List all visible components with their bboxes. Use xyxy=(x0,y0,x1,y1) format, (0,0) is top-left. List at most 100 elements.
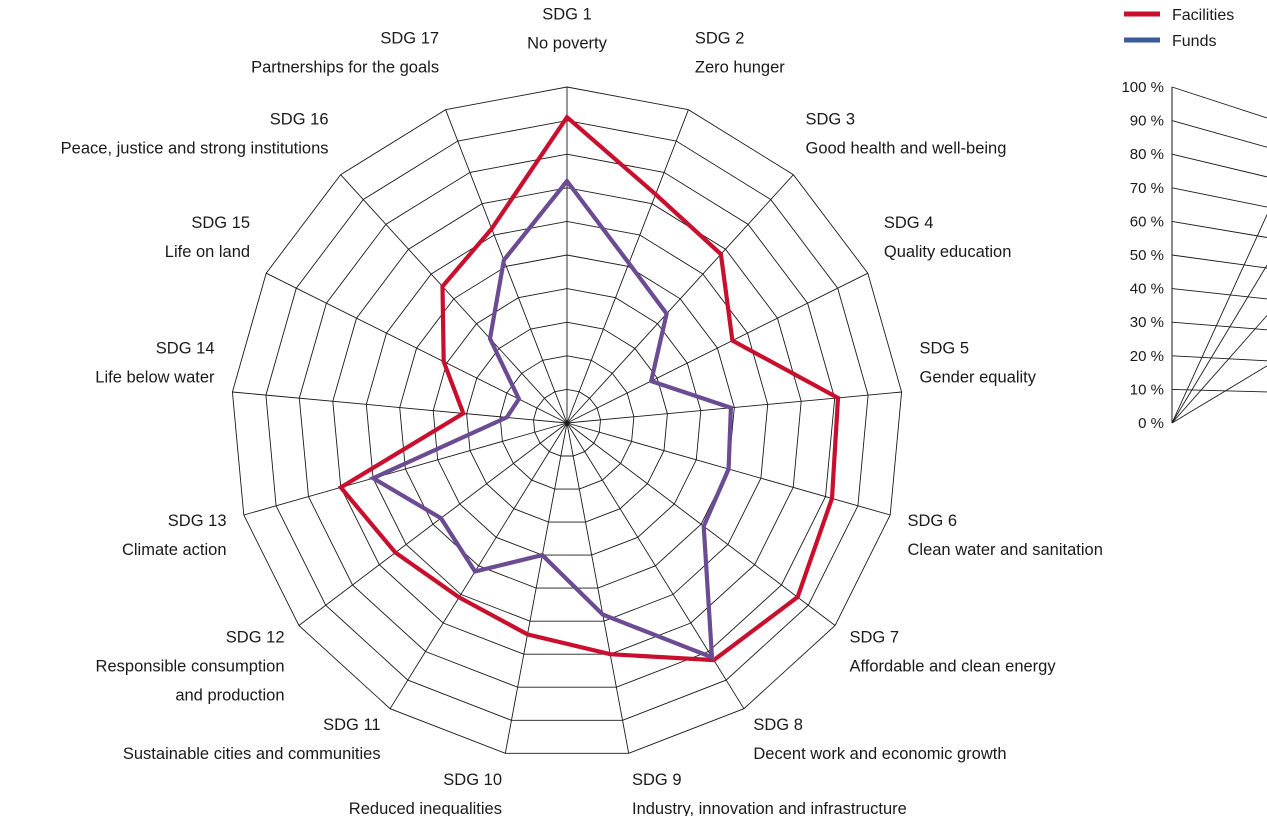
category-code: SDG 17 xyxy=(380,30,439,48)
grid-ring xyxy=(432,288,702,556)
scale-gridline xyxy=(1171,288,1267,300)
scale-gridline xyxy=(1171,187,1267,208)
category-name: Clean water and sanitation xyxy=(908,541,1103,559)
legend-label: Facilities xyxy=(1172,7,1234,24)
scale-gridline xyxy=(1171,321,1267,331)
category-name: Affordable and clean energy xyxy=(850,657,1057,675)
radar-series xyxy=(337,114,841,663)
category-name: Climate action xyxy=(122,541,227,559)
category-code: SDG 3 xyxy=(806,110,856,128)
category-code: SDG 12 xyxy=(226,628,285,646)
scale-spoke xyxy=(1171,214,1267,424)
grid-spoke xyxy=(389,422,568,709)
scale-gridline xyxy=(1171,120,1267,148)
grid-spoke xyxy=(566,422,836,626)
category-code: SDG 15 xyxy=(191,214,250,232)
category-code: SDG 11 xyxy=(323,716,380,734)
scale-gridline xyxy=(1171,355,1267,362)
category-labels: SDG 1 No poverty SDG 2 Zero hunger SDG 3 Good… xyxy=(61,6,1103,816)
scale-spoke xyxy=(1171,365,1267,424)
category-label-sdg-10: SDG 10 Reduced inequalities xyxy=(349,771,502,816)
grid-spoke xyxy=(265,272,568,424)
radar-grid xyxy=(231,86,903,754)
category-label-sdg-13: SDG 13 Climate action xyxy=(122,512,227,559)
category-label-sdg-12: SDG 12 Responsible consumption and product… xyxy=(96,628,285,704)
tick-label: 80 % xyxy=(1130,146,1164,163)
category-name: Responsible consumption xyxy=(96,657,285,675)
scale-gridline xyxy=(1171,86,1267,119)
category-code: SDG 9 xyxy=(632,771,682,789)
category-name: Partnerships for the goals xyxy=(251,59,439,77)
category-label-sdg-5: SDG 5 Gender equality xyxy=(920,339,1037,386)
category-label-sdg-15: SDG 15 Life on land xyxy=(165,214,250,261)
tick-label: 50 % xyxy=(1130,247,1164,264)
category-name: Life below water xyxy=(95,368,215,386)
grid-ring xyxy=(399,254,735,589)
grid-ring xyxy=(533,388,601,457)
scale-spoke xyxy=(1171,315,1267,424)
grid-ring xyxy=(332,187,802,655)
grid-spoke xyxy=(232,391,568,424)
grid-spoke xyxy=(504,422,568,754)
tick-label: 30 % xyxy=(1130,314,1164,331)
grid-spoke xyxy=(566,422,630,754)
series-line-funds xyxy=(368,177,734,661)
category-label-sdg-9: SDG 9 Industry, innovation and infrastruc… xyxy=(632,771,907,816)
category-name: Peace, justice and strong institutions xyxy=(61,139,329,157)
category-code: SDG 5 xyxy=(920,339,970,357)
category-label-sdg-8: SDG 8 Decent work and economic growth xyxy=(753,716,1006,763)
grid-ring xyxy=(499,355,635,490)
category-code: SDG 1 xyxy=(542,6,592,24)
grid-spoke xyxy=(340,174,568,424)
category-name: Sustainable cities and communities xyxy=(123,745,381,763)
grid-spoke xyxy=(298,422,568,626)
category-code: SDG 10 xyxy=(443,771,502,789)
scale-gridline xyxy=(1171,153,1267,178)
category-label-sdg-14: SDG 14 Life below water xyxy=(95,339,215,386)
category-label-sdg-2: SDG 2 Zero hunger xyxy=(695,30,785,77)
category-name: and production xyxy=(175,686,284,704)
tick-label: 40 % xyxy=(1130,281,1164,298)
radial-scale: 0 % 10 % 20 % 30 % 40 % 50 % 60 % 70 % 80 % 90 % 1… xyxy=(1121,79,1267,432)
category-label-sdg-1: SDG 1 No poverty xyxy=(527,6,608,53)
grid-ring xyxy=(265,120,869,721)
tick-label: 100 % xyxy=(1121,79,1164,96)
grid-spoke xyxy=(566,109,689,424)
scale-gridline xyxy=(1171,388,1267,393)
tick-label: 70 % xyxy=(1130,180,1164,197)
series-line-facilities xyxy=(337,114,841,663)
tick-label: 60 % xyxy=(1130,213,1164,230)
category-name: No poverty xyxy=(527,35,608,53)
grid-ring xyxy=(365,220,769,622)
grid-spoke xyxy=(566,391,902,424)
scale-gridline xyxy=(1171,254,1267,269)
grid-ring xyxy=(298,153,836,688)
legend-label: Funds xyxy=(1172,33,1216,50)
category-name: Industry, innovation and infrastructure xyxy=(632,800,907,816)
tick-label: 20 % xyxy=(1130,348,1164,365)
category-label-sdg-3: SDG 3 Good health and well-being xyxy=(806,110,1007,157)
category-code: SDG 7 xyxy=(850,628,900,646)
category-code: SDG 4 xyxy=(884,214,934,232)
grid-spoke xyxy=(445,109,568,424)
category-name: Gender equality xyxy=(920,368,1037,386)
grid-spoke xyxy=(243,422,568,516)
category-code: SDG 16 xyxy=(270,110,329,128)
category-code: SDG 8 xyxy=(753,716,803,734)
category-name: Quality education xyxy=(884,243,1012,261)
category-name: Good health and well-being xyxy=(806,139,1007,157)
category-code: SDG 6 xyxy=(908,512,958,530)
tick-label: 10 % xyxy=(1130,381,1164,398)
category-code: SDG 13 xyxy=(168,512,227,530)
grid-spoke xyxy=(566,174,794,424)
tick-label: 0 % xyxy=(1138,415,1164,432)
scale-spoke xyxy=(1171,264,1267,424)
category-label-sdg-16: SDG 16 Peace, justice and strong institut… xyxy=(61,110,329,157)
scale-gridline xyxy=(1171,220,1267,238)
category-name: Reduced inequalities xyxy=(349,800,502,816)
category-label-sdg-11: SDG 11 Sustainable cities and communities xyxy=(123,716,381,763)
category-code: SDG 2 xyxy=(695,30,745,48)
category-name: Zero hunger xyxy=(695,59,785,77)
category-label-sdg-6: SDG 6 Clean water and sanitation xyxy=(908,512,1103,559)
